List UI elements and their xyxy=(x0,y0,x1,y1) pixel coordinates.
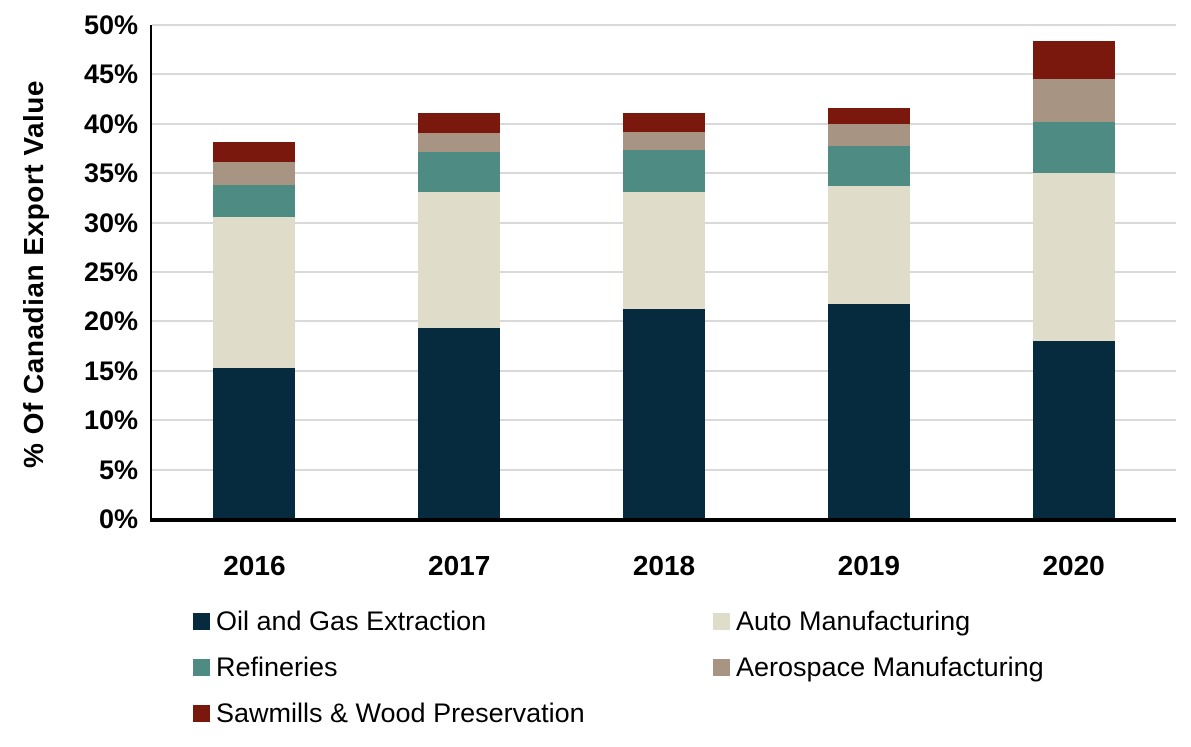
bar-2017-segment-aerospace-manufacturing xyxy=(418,132,501,153)
bar-2020-segment-aerospace-manufacturing xyxy=(1032,79,1115,122)
legend-item-refineries: Refineries xyxy=(193,652,338,683)
legend-label: Refineries xyxy=(216,652,338,682)
legend-swatch-sawmills-wood-preservation xyxy=(193,705,210,722)
y-tick-label-15pct: 15% xyxy=(83,355,138,386)
y-tick-label-10pct: 10% xyxy=(83,405,138,436)
bar-2016-segment-oil-and-gas-extraction xyxy=(213,367,296,518)
legend-item-sawmills-wood-preservation: Sawmills & Wood Preservation xyxy=(193,698,585,729)
bar-2020 xyxy=(1032,40,1115,518)
bar-2018-segment-refineries xyxy=(623,150,705,192)
bar-2016-segment-aerospace-manufacturing xyxy=(213,162,296,186)
y-tick-label-20pct: 20% xyxy=(83,306,138,337)
bar-2019-segment-oil-and-gas-extraction xyxy=(827,303,910,518)
gridline-45pct xyxy=(152,73,1176,76)
legend-label: Oil and Gas Extraction xyxy=(216,606,487,636)
bar-2016-segment-sawmills-wood-preservation xyxy=(213,141,296,163)
legend-item-auto-manufacturing: Auto Manufacturing xyxy=(713,606,970,637)
bar-2017 xyxy=(418,112,501,518)
bar-2018-segment-sawmills-wood-preservation xyxy=(623,112,705,132)
legend-swatch-auto-manufacturing xyxy=(713,613,730,630)
bar-2019-segment-auto-manufacturing xyxy=(827,186,910,304)
bar-2020-segment-oil-and-gas-extraction xyxy=(1032,341,1115,518)
bar-2018-segment-aerospace-manufacturing xyxy=(623,131,705,151)
x-tick-label-2018: 2018 xyxy=(632,550,696,581)
legend-swatch-refineries xyxy=(193,659,210,676)
y-tick-label-40pct: 40% xyxy=(83,108,138,139)
x-tick-label-2016: 2016 xyxy=(223,550,286,581)
y-tick-label-5pct: 5% xyxy=(98,454,138,485)
legend-label: Auto Manufacturing xyxy=(736,606,971,636)
x-tick-label-2017: 2017 xyxy=(428,550,491,581)
bar-2017-segment-refineries xyxy=(418,152,501,192)
bar-2016-segment-auto-manufacturing xyxy=(213,216,296,368)
bar-2019-segment-aerospace-manufacturing xyxy=(827,123,910,146)
bar-2020-segment-refineries xyxy=(1032,121,1115,174)
bar-2019-segment-sawmills-wood-preservation xyxy=(827,108,910,124)
gridline-50pct xyxy=(152,24,1176,26)
bar-2017-segment-auto-manufacturing xyxy=(418,191,501,329)
bar-2018-segment-oil-and-gas-extraction xyxy=(623,308,705,518)
y-tick-label-30pct: 30% xyxy=(83,207,138,238)
bar-2019 xyxy=(827,108,910,518)
bar-2019-segment-refineries xyxy=(827,145,910,187)
legend-swatch-aerospace-manufacturing xyxy=(713,659,730,676)
bar-2020-segment-auto-manufacturing xyxy=(1032,173,1115,342)
legend-label: Aerospace Manufacturing xyxy=(736,652,1044,682)
bar-2017-segment-sawmills-wood-preservation xyxy=(418,112,501,133)
x-axis-line xyxy=(150,518,1176,522)
bar-2016 xyxy=(213,141,296,518)
bar-2018-segment-auto-manufacturing xyxy=(623,191,705,309)
y-tick-label-45pct: 45% xyxy=(83,59,138,90)
bar-2018 xyxy=(623,112,705,518)
legend-item-oil-and-gas-extraction: Oil and Gas Extraction xyxy=(193,606,486,637)
legend-label: Sawmills & Wood Preservation xyxy=(216,698,585,728)
bar-2016-segment-refineries xyxy=(213,185,296,217)
legend-item-aerospace-manufacturing: Aerospace Manufacturing xyxy=(713,652,1044,683)
y-tick-label-0pct: 0% xyxy=(98,504,138,534)
y-tick-label-35pct: 35% xyxy=(83,158,138,189)
x-tick-label-2019: 2019 xyxy=(837,550,900,581)
y-tick-label-50pct: 50% xyxy=(83,10,138,40)
y-axis-line xyxy=(150,25,152,521)
bar-2020-segment-sawmills-wood-preservation xyxy=(1032,40,1115,80)
bar-2017-segment-oil-and-gas-extraction xyxy=(418,328,501,518)
legend-swatch-oil-and-gas-extraction xyxy=(193,613,210,630)
x-tick-label-2020: 2020 xyxy=(1042,550,1105,581)
y-tick-label-25pct: 25% xyxy=(83,257,138,287)
